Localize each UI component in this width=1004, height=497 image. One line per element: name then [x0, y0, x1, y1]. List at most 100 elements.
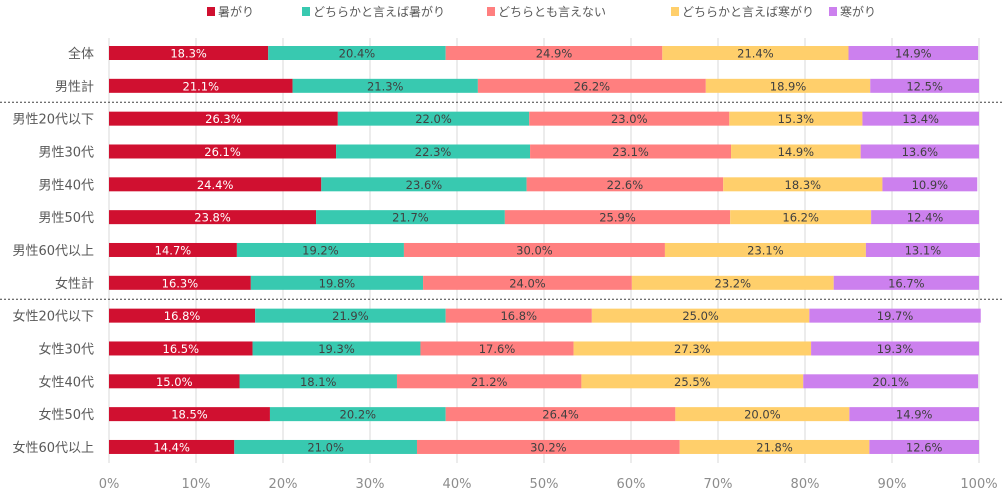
data-label: 21.1%	[183, 79, 220, 93]
data-label: 15.3%	[778, 112, 815, 126]
bar-segment	[416, 439, 680, 454]
legend-item: どちらかと言えば寒がり	[671, 4, 814, 19]
data-label: 14.9%	[778, 145, 815, 159]
bar-segment	[730, 210, 872, 225]
x-tick-label: 20%	[269, 477, 298, 492]
bar-segment	[109, 275, 251, 290]
bar-segment	[445, 46, 663, 60]
bar-segment	[849, 407, 979, 422]
bar-segment	[239, 374, 397, 389]
x-tick-label: 70%	[704, 477, 733, 492]
x-tick-label: 50%	[530, 477, 559, 492]
category-label: 女性20代以下	[12, 309, 94, 325]
bar-segment	[870, 78, 979, 93]
data-label: 18.9%	[770, 79, 807, 93]
bar-segment	[292, 78, 478, 93]
group-separators	[0, 101, 1004, 300]
bar-segment	[252, 341, 421, 356]
bar-segment	[809, 308, 981, 323]
bar-segment	[729, 111, 863, 126]
data-label: 30.0%	[516, 243, 553, 257]
bar-segment	[530, 144, 732, 159]
bar-segment	[631, 275, 834, 290]
bar-segment	[236, 242, 404, 257]
x-tick-label: 60%	[617, 477, 646, 492]
bar-segment	[109, 111, 338, 126]
bar-segment	[477, 78, 706, 93]
data-label: 23.1%	[612, 145, 649, 159]
data-label: 23.1%	[747, 243, 784, 257]
bar-segment	[504, 210, 731, 225]
bar-segment	[591, 308, 810, 323]
category-label: 女性40代	[38, 374, 94, 390]
data-label: 19.7%	[877, 309, 914, 323]
legend-swatch	[671, 7, 679, 16]
bar-segment	[529, 111, 730, 126]
bar-segment	[869, 439, 979, 454]
data-label: 19.3%	[318, 342, 355, 356]
data-label: 25.9%	[599, 211, 636, 225]
x-tick-label: 30%	[356, 477, 385, 492]
category-label: 女性50代	[38, 407, 94, 423]
bar-segment	[423, 275, 632, 290]
data-label: 16.8%	[500, 309, 537, 323]
bar-segment	[833, 275, 979, 290]
bar-segment	[234, 439, 417, 454]
bar-segment	[109, 210, 317, 225]
data-label: 21.9%	[332, 309, 369, 323]
data-label: 21.2%	[471, 375, 508, 389]
data-label: 16.2%	[782, 211, 819, 225]
bar-segment	[321, 177, 527, 192]
bar-segment	[109, 308, 256, 323]
data-label: 26.4%	[542, 408, 579, 422]
data-label: 19.2%	[302, 243, 339, 257]
data-label: 12.6%	[906, 440, 943, 454]
bar-segment	[268, 46, 446, 60]
bar-segment	[803, 374, 979, 389]
data-label: 24.0%	[509, 276, 546, 290]
x-tick-label: 80%	[791, 477, 820, 492]
bar-segment	[882, 177, 978, 192]
data-label: 16.5%	[163, 342, 200, 356]
bar-segment	[862, 111, 979, 126]
data-label: 14.7%	[155, 243, 192, 257]
data-label: 25.0%	[682, 309, 719, 323]
data-label: 27.3%	[674, 342, 711, 356]
data-label: 18.3%	[170, 47, 207, 61]
data-label: 10.9%	[912, 178, 949, 192]
category-label: 男性60代以上	[12, 244, 94, 259]
bar-segment	[420, 341, 574, 356]
data-label: 14.9%	[895, 47, 932, 61]
data-label: 22.3%	[415, 145, 452, 159]
x-tick-label: 100%	[960, 477, 997, 492]
data-label: 12.4%	[907, 211, 944, 225]
data-label: 23.6%	[406, 178, 443, 192]
bar-segment	[109, 341, 253, 356]
bar-segment	[573, 341, 812, 356]
bar-segment	[526, 177, 724, 192]
data-label: 26.1%	[204, 145, 241, 159]
x-tick-label: 90%	[878, 477, 907, 492]
bar-segment	[269, 407, 446, 422]
data-label: 13.1%	[905, 243, 942, 257]
bar-segment	[109, 144, 337, 159]
x-tick-label: 40%	[443, 477, 472, 492]
bar-segment	[336, 144, 531, 159]
bar-segment	[871, 210, 979, 225]
legend: 暑がり どちらかと言えば暑がり どちらとも言えない どちらかと言えば寒がり 寒がり	[207, 4, 876, 19]
data-label: 18.1%	[300, 375, 337, 389]
data-label: 20.0%	[744, 408, 781, 422]
category-label: 男性40代	[38, 178, 94, 193]
bar-segment	[731, 144, 861, 159]
data-label: 18.3%	[785, 178, 822, 192]
legend-label: 暑がり	[218, 4, 254, 19]
bar-segment	[396, 374, 582, 389]
data-label: 12.5%	[906, 79, 943, 93]
data-label: 21.4%	[737, 47, 774, 61]
legend-label: どちらかと言えば暑がり	[313, 4, 445, 19]
bar-segment	[445, 407, 676, 422]
data-label: 14.4%	[153, 440, 190, 454]
bar-segment	[848, 46, 979, 60]
legend-swatch	[487, 7, 495, 16]
